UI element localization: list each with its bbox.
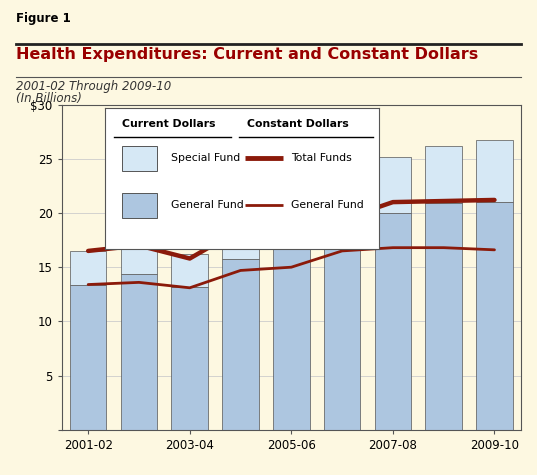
Bar bbox=[425, 203, 462, 430]
Bar bbox=[222, 222, 259, 258]
Bar bbox=[70, 251, 106, 285]
Bar bbox=[476, 140, 513, 202]
Text: Health Expenditures: Current and Constant Dollars: Health Expenditures: Current and Constan… bbox=[16, 48, 478, 63]
Bar bbox=[222, 258, 259, 430]
Text: 2001-02 Through 2009-10: 2001-02 Through 2009-10 bbox=[16, 80, 171, 93]
Bar bbox=[425, 146, 462, 203]
Bar bbox=[121, 274, 157, 430]
Bar bbox=[324, 180, 360, 239]
Text: (In Billions): (In Billions) bbox=[16, 92, 82, 105]
Bar bbox=[273, 205, 310, 242]
Bar bbox=[171, 287, 208, 430]
Bar bbox=[273, 242, 310, 430]
Bar bbox=[375, 157, 411, 213]
Bar bbox=[70, 285, 106, 430]
Bar bbox=[476, 202, 513, 430]
Text: Figure 1: Figure 1 bbox=[16, 12, 71, 25]
Bar bbox=[375, 213, 411, 430]
Bar bbox=[324, 239, 360, 430]
Bar bbox=[121, 242, 157, 274]
Bar bbox=[171, 254, 208, 287]
